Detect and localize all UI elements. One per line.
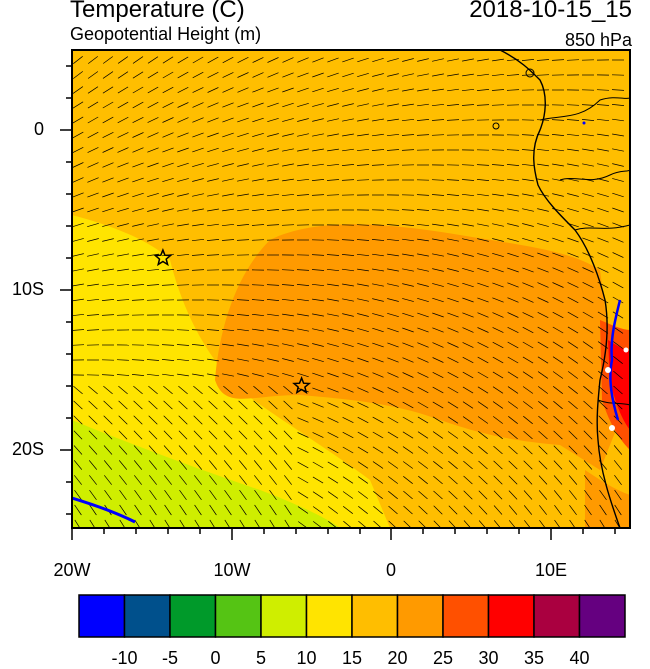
x-tick-10e: 10E bbox=[521, 560, 581, 581]
colorbar-label: 5 bbox=[241, 648, 281, 669]
x-tick-10w: 10W bbox=[202, 560, 262, 581]
colorbar-label: 10 bbox=[287, 648, 327, 669]
colorbar-swatch-5 bbox=[307, 595, 353, 637]
colorbar-swatch-11 bbox=[580, 595, 626, 637]
colorbar-label: 0 bbox=[196, 648, 236, 669]
x-tick-0: 0 bbox=[361, 560, 421, 581]
colorbar-swatch-8 bbox=[443, 595, 489, 637]
colorbar-label: 20 bbox=[378, 648, 418, 669]
colorbar-label: 15 bbox=[332, 648, 372, 669]
colorbar-swatch-1 bbox=[125, 595, 171, 637]
temperature-field bbox=[72, 50, 630, 530]
colorbar bbox=[79, 595, 625, 637]
colorbar-label: 40 bbox=[560, 648, 600, 669]
colorbar-swatch-9 bbox=[489, 595, 535, 637]
y-tick-10s: 10S bbox=[0, 279, 44, 300]
colorbar-swatch-10 bbox=[534, 595, 580, 637]
y-tick-0: 0 bbox=[0, 119, 44, 140]
colorbar-label: 25 bbox=[423, 648, 463, 669]
colorbar-label: -5 bbox=[150, 648, 190, 669]
colorbar-label: 30 bbox=[469, 648, 509, 669]
colorbar-swatch-2 bbox=[170, 595, 216, 637]
colorbar-label: -10 bbox=[105, 648, 145, 669]
x-tick-20w: 20W bbox=[42, 560, 102, 581]
colorbar-swatch-3 bbox=[216, 595, 262, 637]
colorbar-swatch-7 bbox=[398, 595, 444, 637]
colorbar-label: 35 bbox=[514, 648, 554, 669]
y-tick-20s: 20S bbox=[0, 439, 44, 460]
colorbar-swatch-4 bbox=[261, 595, 307, 637]
colorbar-swatch-0 bbox=[79, 595, 125, 637]
colorbar-swatch-6 bbox=[352, 595, 398, 637]
